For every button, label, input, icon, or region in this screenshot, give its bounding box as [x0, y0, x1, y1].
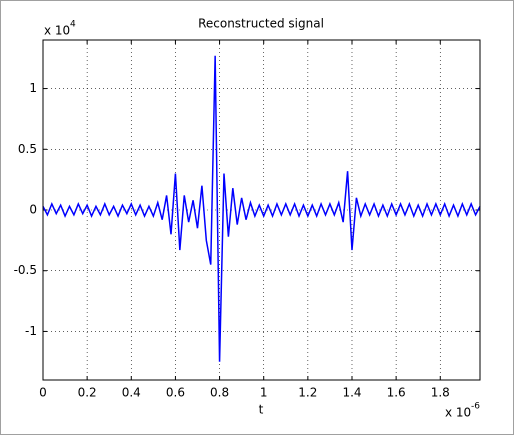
x-tick-label: 0.6: [166, 386, 185, 400]
x-tick-label: 1.4: [342, 386, 361, 400]
axes-box: [42, 39, 481, 381]
x-multiplier-exponent: -6: [471, 402, 480, 412]
y-tick-label: 1: [29, 81, 37, 95]
y-tick-label: -0.5: [14, 263, 37, 277]
x-multiplier-base: x 10: [445, 406, 471, 420]
x-tick-label: 0.2: [78, 386, 97, 400]
y-multiplier-base: x 10: [44, 24, 70, 38]
x-tick-label: 0.8: [210, 386, 229, 400]
x-tick-label: 1.2: [298, 386, 317, 400]
y-tick-label: -1: [25, 324, 37, 338]
chart-title: Reconstructed signal: [198, 17, 324, 31]
y-tick-label: 0: [29, 203, 37, 217]
x-axis-label: t: [259, 403, 264, 417]
x-tick-label: 1.6: [387, 386, 406, 400]
y-tick-label: 0.5: [18, 142, 37, 156]
x-tick-label: 0: [39, 386, 47, 400]
y-multiplier-exponent: 4: [70, 20, 76, 30]
signal-line: [42, 55, 481, 362]
x-tick-label: 1: [260, 386, 268, 400]
x-tick-label: 1.8: [431, 386, 450, 400]
x-tick-label: 0.4: [122, 386, 141, 400]
